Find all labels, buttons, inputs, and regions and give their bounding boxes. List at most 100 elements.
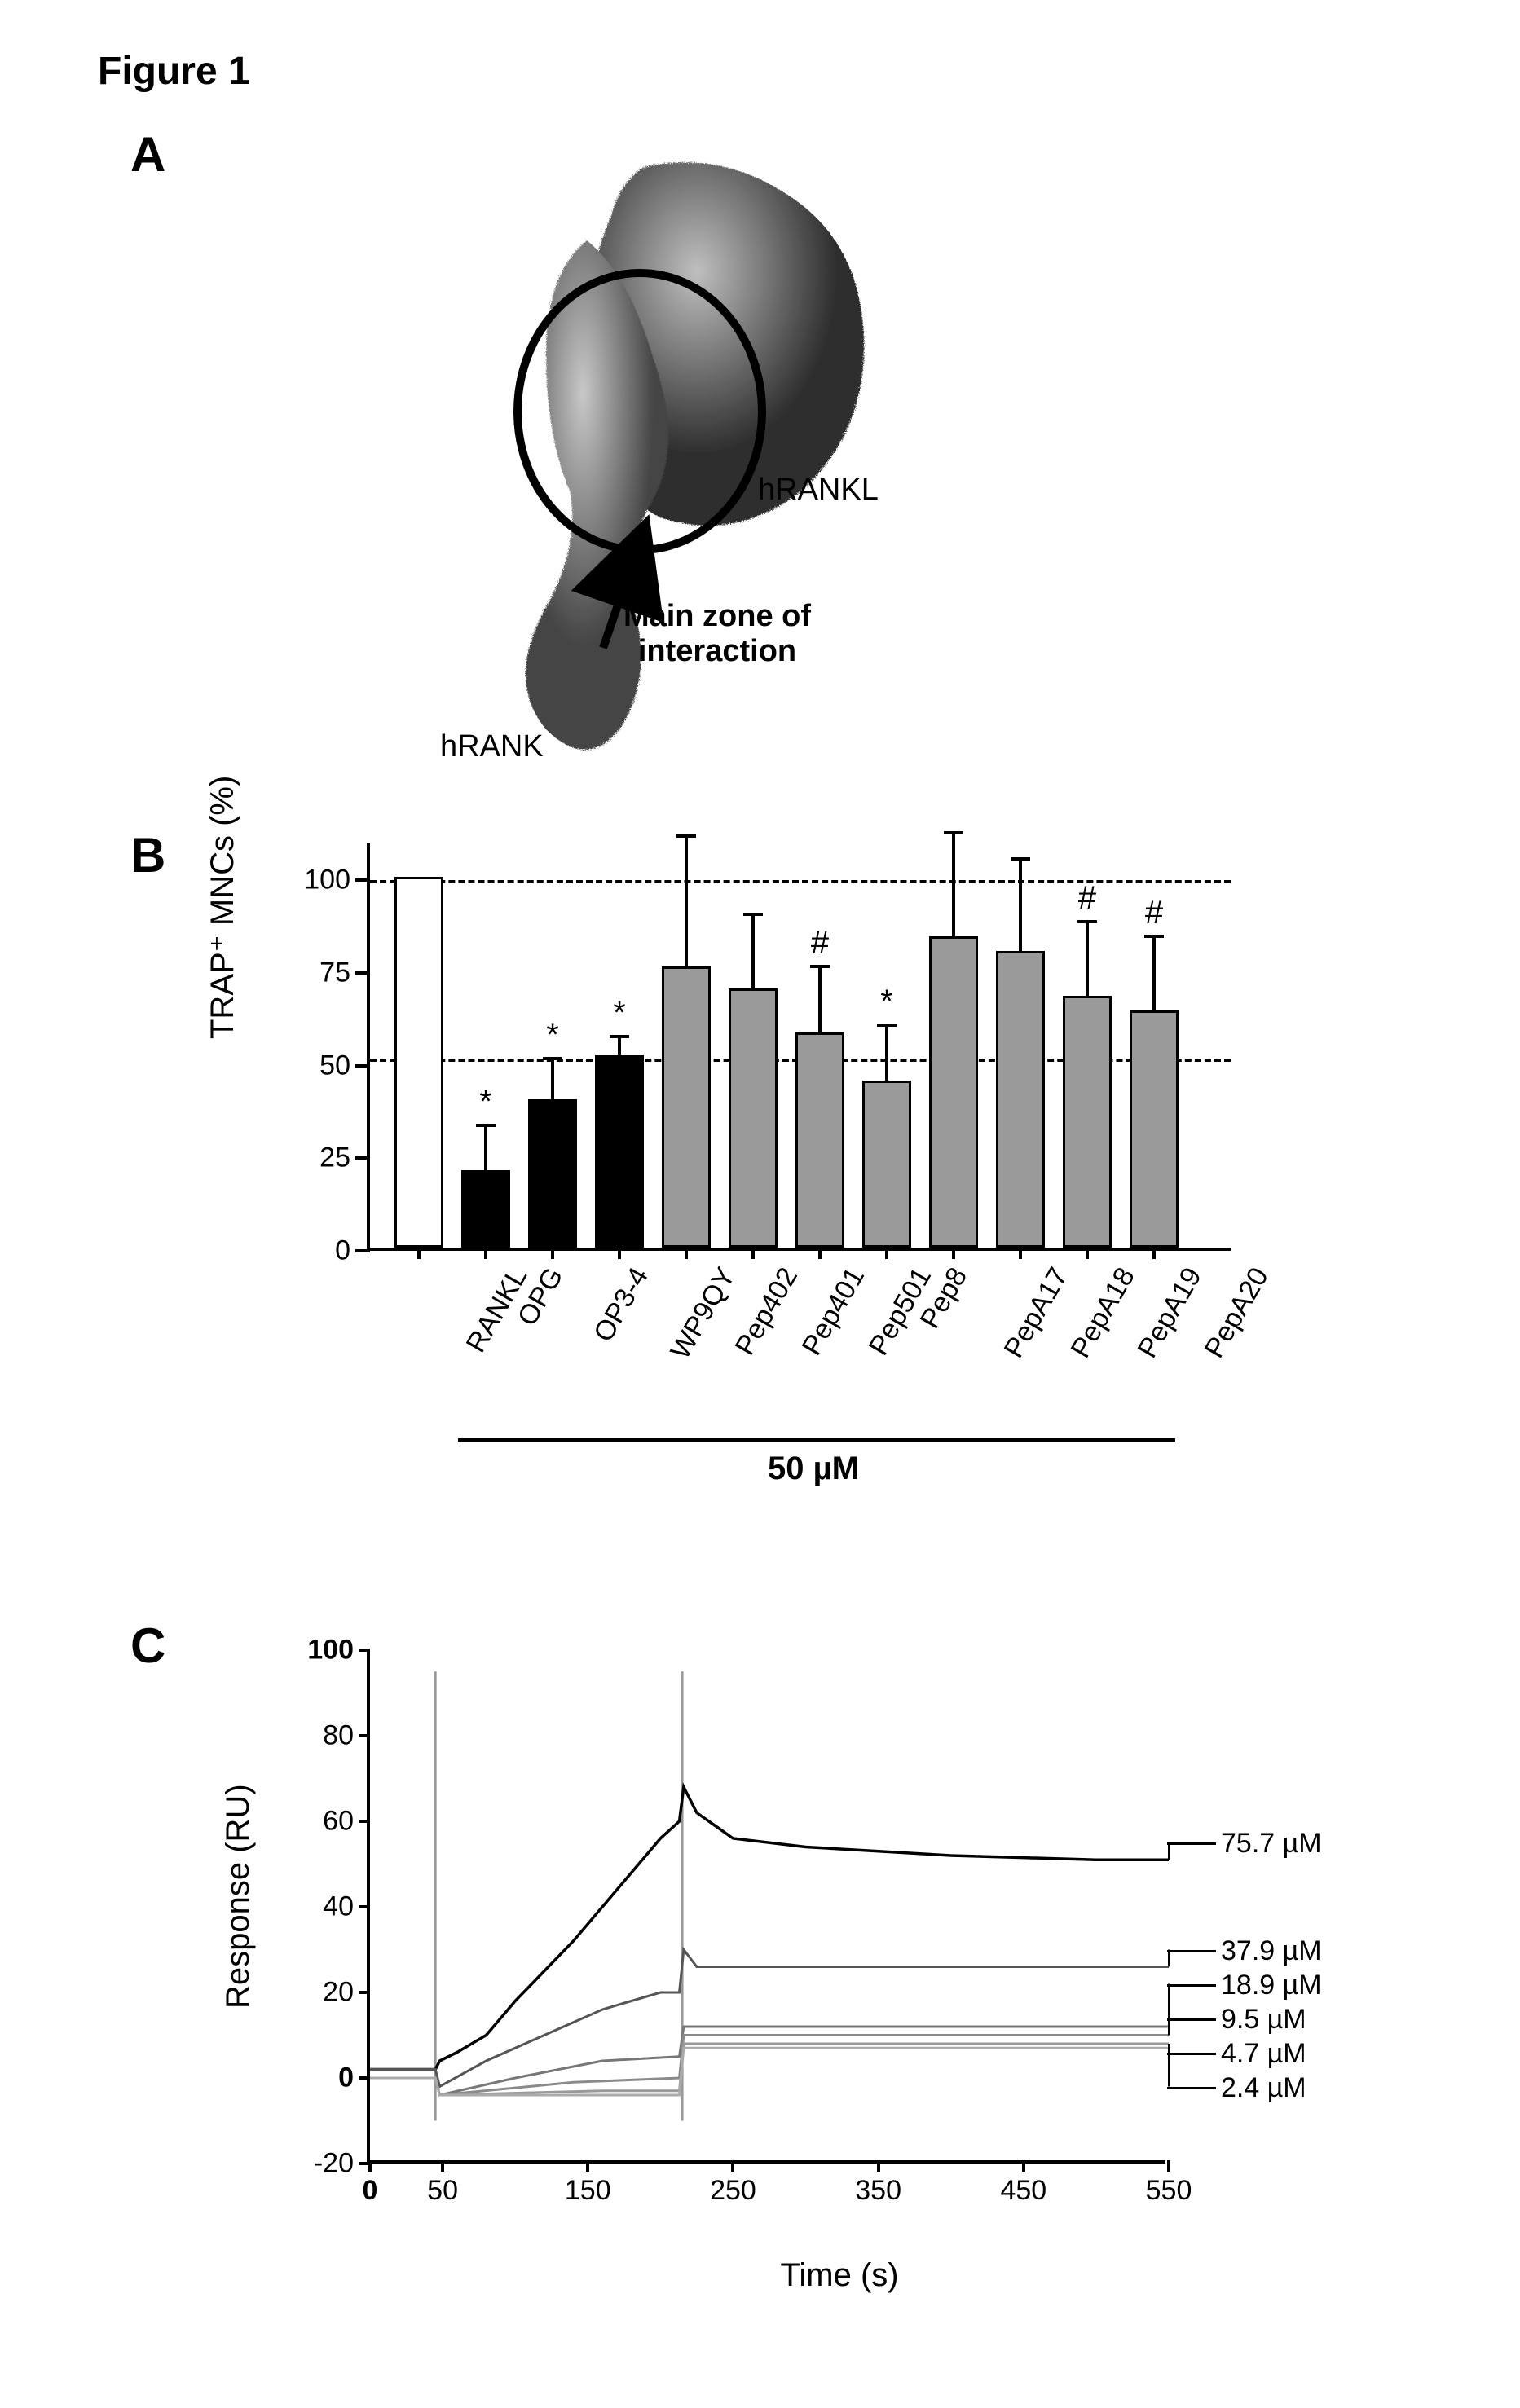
c-y-tick <box>359 1905 370 1908</box>
panel-b-label: B <box>130 827 165 883</box>
c-y-tick-label: 0 <box>338 2062 354 2094</box>
c-x-tick <box>877 2160 880 2172</box>
bar-pep401 <box>729 988 778 1248</box>
x-tick <box>751 1248 755 1259</box>
interaction-label: Main zone of interaction <box>587 599 848 669</box>
line-plot-area: -20020406080100050150250350450550 <box>367 1650 1165 2164</box>
concentration-bracket <box>458 1438 1175 1442</box>
bar-pep501 <box>795 1032 844 1248</box>
panel-a-label: A <box>130 126 165 183</box>
series-line <box>370 2048 1169 2095</box>
error-cap <box>877 1024 897 1027</box>
c-x-tick-label: 150 <box>565 2175 611 2207</box>
c-y-tick-label: -20 <box>314 2148 354 2180</box>
significance-marker: * <box>546 1017 559 1054</box>
c-x-tick-label: 0 <box>363 2175 378 2207</box>
bar-pep8 <box>862 1081 911 1248</box>
figure-title: Figure 1 <box>98 49 1422 94</box>
series-lead <box>1167 1842 1216 1845</box>
x-tick <box>952 1248 955 1259</box>
bar-plot-area: 0255075100RANKL*OPG*OP3-4*WP9QYPep402Pep… <box>367 843 1231 1251</box>
x-label: PepA17 <box>998 1262 1075 1363</box>
series-lead <box>1167 1984 1216 1987</box>
c-x-tick <box>1022 2160 1025 2172</box>
error-cap <box>543 1057 562 1060</box>
c-y-tick <box>359 2076 370 2080</box>
error-cap <box>1011 857 1030 861</box>
c-y-tick-label: 20 <box>323 1977 354 2009</box>
series-label: 4.7 µM <box>1221 2038 1306 2070</box>
x-tick <box>417 1248 421 1259</box>
x-tick <box>1152 1248 1156 1259</box>
series-line <box>370 2044 1169 2095</box>
series-label: 2.4 µM <box>1221 2072 1306 2104</box>
error-cap <box>743 913 763 916</box>
c-x-tick-label: 250 <box>710 2175 756 2207</box>
y-tick-label: 25 <box>319 1142 350 1174</box>
interaction-label-2: interaction <box>638 634 796 668</box>
bar-y-axis-label: TRAP⁺ MNCs (%) <box>204 776 241 1039</box>
y-tick <box>355 1249 370 1252</box>
x-tick <box>618 1248 621 1259</box>
y-tick <box>355 971 370 975</box>
error-bar <box>1152 936 1156 1010</box>
c-y-tick <box>359 1820 370 1823</box>
x-tick <box>685 1248 688 1259</box>
series-label: 18.9 µM <box>1221 1970 1322 2001</box>
series-line <box>370 2027 1169 2095</box>
error-bar <box>484 1125 487 1170</box>
panel-c: C Response (RU) -20020406080100050150250… <box>98 1593 1422 2327</box>
series-lead <box>1167 2018 1216 2021</box>
series-lead <box>1167 1950 1216 1952</box>
x-label: PepA19 <box>1132 1262 1209 1363</box>
error-bar <box>751 914 755 988</box>
panel-a: A hRANKL Main zone of interaction <box>98 126 1422 795</box>
c-y-tick-label: 40 <box>323 1891 354 1923</box>
bar-pepa20 <box>1130 1010 1179 1248</box>
error-bar <box>1086 922 1089 996</box>
bar-chart: TRAP⁺ MNCs (%) 0255075100RANKL*OPG*OP3-4… <box>277 843 1255 1528</box>
error-bar <box>818 966 822 1033</box>
c-y-tick <box>359 1991 370 1994</box>
x-label: Pep401 <box>796 1262 871 1361</box>
error-bar <box>551 1059 554 1099</box>
y-tick-label: 100 <box>304 865 350 896</box>
series-lead <box>1167 2087 1216 2089</box>
y-tick-label: 0 <box>335 1235 350 1267</box>
y-tick <box>355 878 370 882</box>
line-y-axis-label: Response (RU) <box>220 1784 257 2009</box>
c-y-tick-label: 80 <box>323 1720 354 1752</box>
y-tick-label: 50 <box>319 1050 350 1081</box>
significance-marker: * <box>479 1084 492 1120</box>
c-x-tick-label: 550 <box>1146 2175 1192 2207</box>
interaction-label-1: Main zone of <box>623 599 811 633</box>
error-cap <box>944 831 963 834</box>
hrank-label: hRANK <box>440 729 544 764</box>
bar-rankl <box>394 877 443 1248</box>
panel-b: B TRAP⁺ MNCs (%) 0255075100RANKL*OPG*OP3… <box>98 827 1422 1561</box>
c-y-tick-label: 60 <box>323 1806 354 1838</box>
bar-pepa18 <box>996 951 1045 1248</box>
hrankl-label: hRANKL <box>758 473 879 508</box>
bar-pep402 <box>662 966 711 1248</box>
panel-c-label: C <box>130 1618 165 1674</box>
series-label: 9.5 µM <box>1221 2004 1306 2036</box>
error-cap <box>476 1124 496 1127</box>
c-x-tick-label: 350 <box>855 2175 901 2207</box>
significance-marker: # <box>1145 895 1163 931</box>
bar-wp9qy <box>595 1055 644 1248</box>
x-tick <box>1086 1248 1089 1259</box>
line-plot-svg <box>370 1650 1169 2164</box>
significance-marker: # <box>811 925 829 962</box>
c-x-tick <box>368 2160 372 2172</box>
series-line <box>370 1950 1169 2087</box>
c-y-tick <box>359 1734 370 1737</box>
error-cap <box>610 1035 629 1038</box>
c-y-tick-label: 100 <box>307 1635 354 1666</box>
bar-pepa17 <box>929 936 978 1248</box>
series-label: 37.9 µM <box>1221 1935 1322 1967</box>
x-tick <box>484 1248 487 1259</box>
x-label: PepA20 <box>1199 1262 1275 1363</box>
x-tick <box>551 1248 554 1259</box>
x-label: WP9QY <box>664 1262 742 1365</box>
